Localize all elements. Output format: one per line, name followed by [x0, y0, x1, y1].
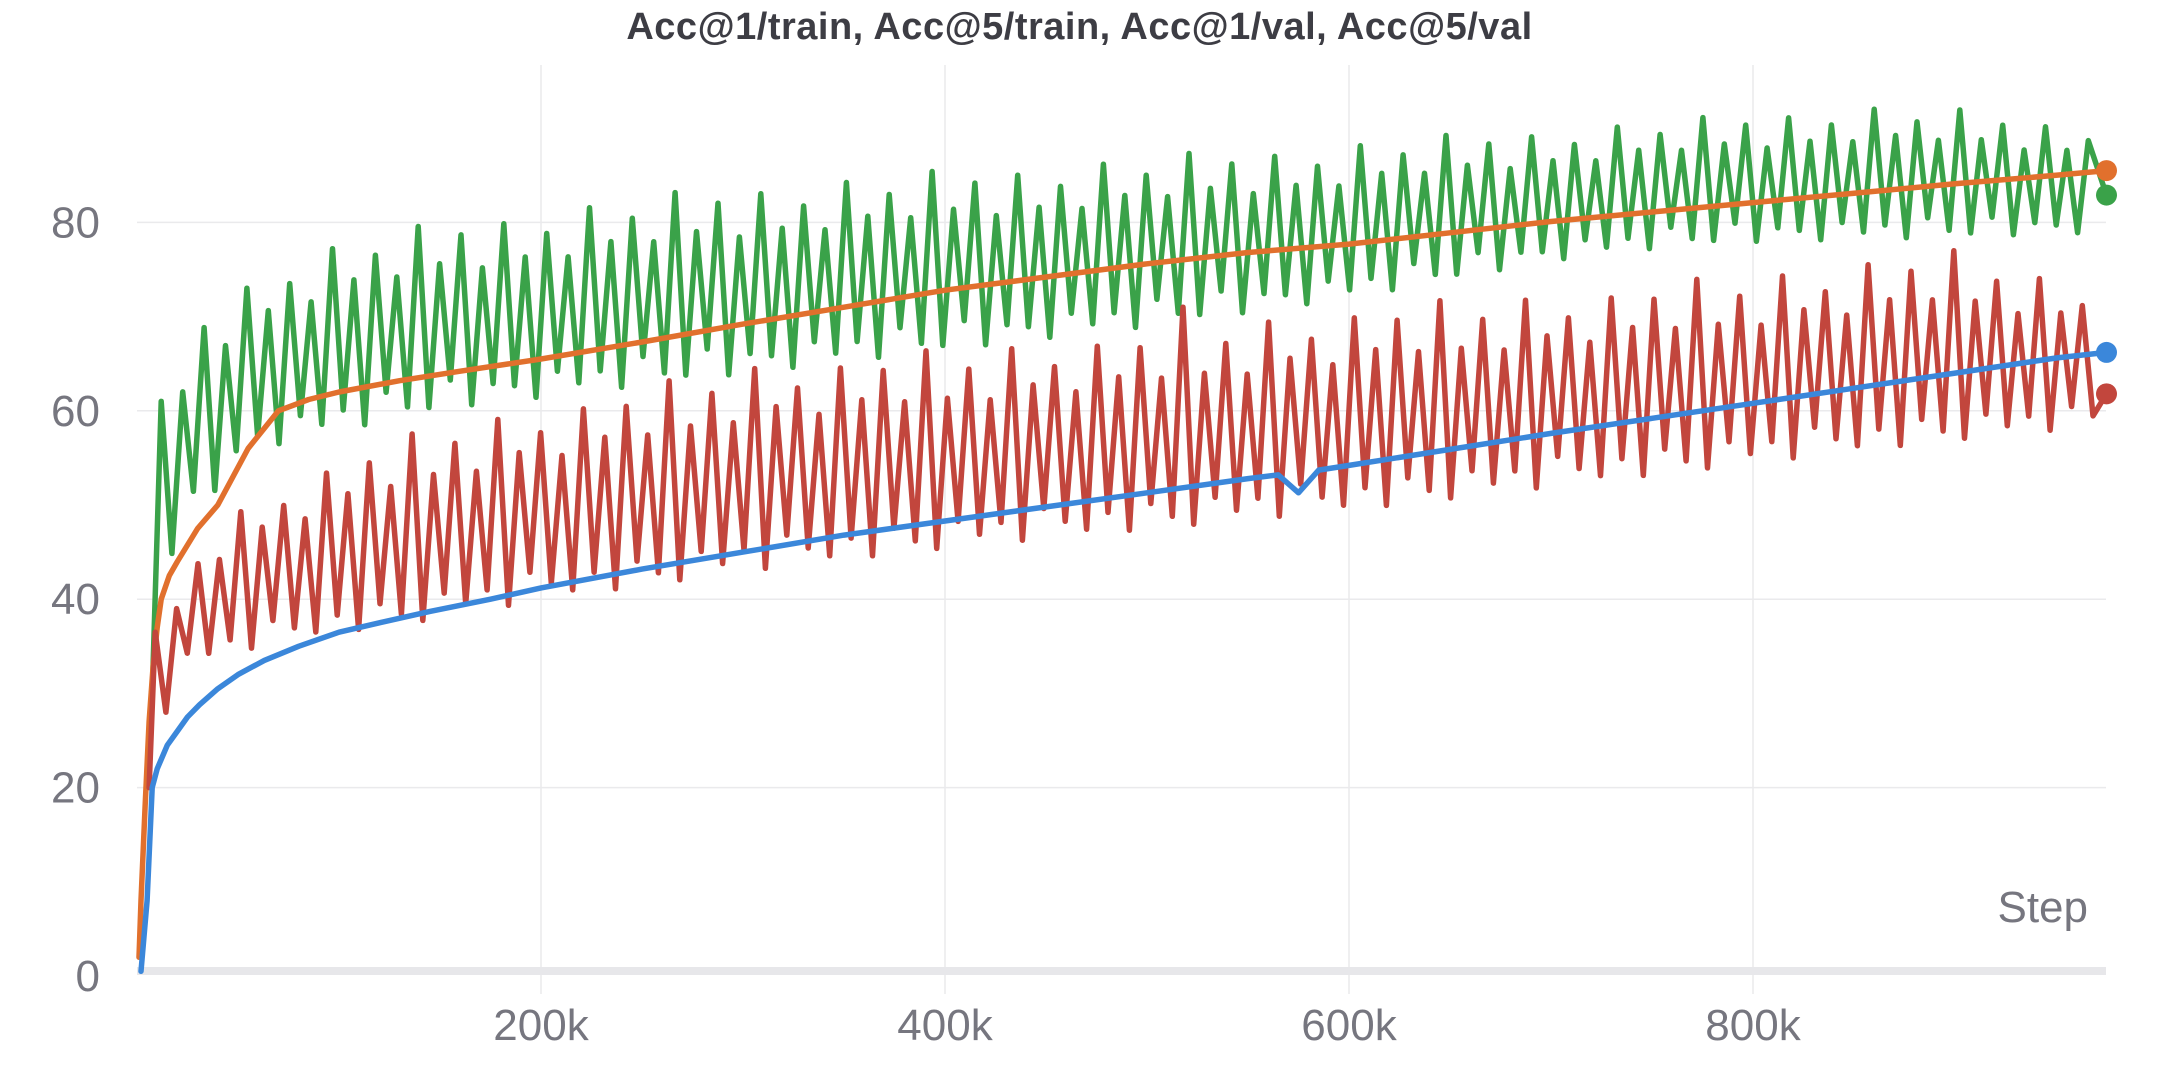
x-axis-label: Step [1997, 883, 2088, 932]
y-tick-label: 80 [51, 198, 100, 247]
chart-title: Acc@1/train, Acc@5/train, Acc@1/val, Acc… [626, 6, 1533, 48]
y-tick-label: 60 [51, 387, 100, 436]
series-line-acc-1-val [138, 349, 2110, 975]
series-line-acc-5-val [136, 167, 2110, 960]
x-axis-baseline [137, 967, 2106, 975]
series-end-dot-acc-1-val [2096, 341, 2117, 363]
x-tick-label: 400k [897, 1001, 993, 1050]
series-end-dot-acc-5-val [2096, 160, 2117, 182]
series-line-acc-1-train [146, 248, 2110, 791]
series-end-dot-acc-1-train [2096, 383, 2117, 405]
y-tick-label: 20 [51, 764, 100, 813]
y-tick-label: 40 [51, 575, 100, 624]
x-tick-label: 600k [1301, 1001, 1397, 1050]
series-end-dot-acc-5-train [2096, 184, 2117, 206]
x-tick-label: 200k [493, 1001, 589, 1050]
x-tick-label: 800k [1705, 1001, 1801, 1050]
y-tick-label: 0 [76, 952, 100, 1001]
